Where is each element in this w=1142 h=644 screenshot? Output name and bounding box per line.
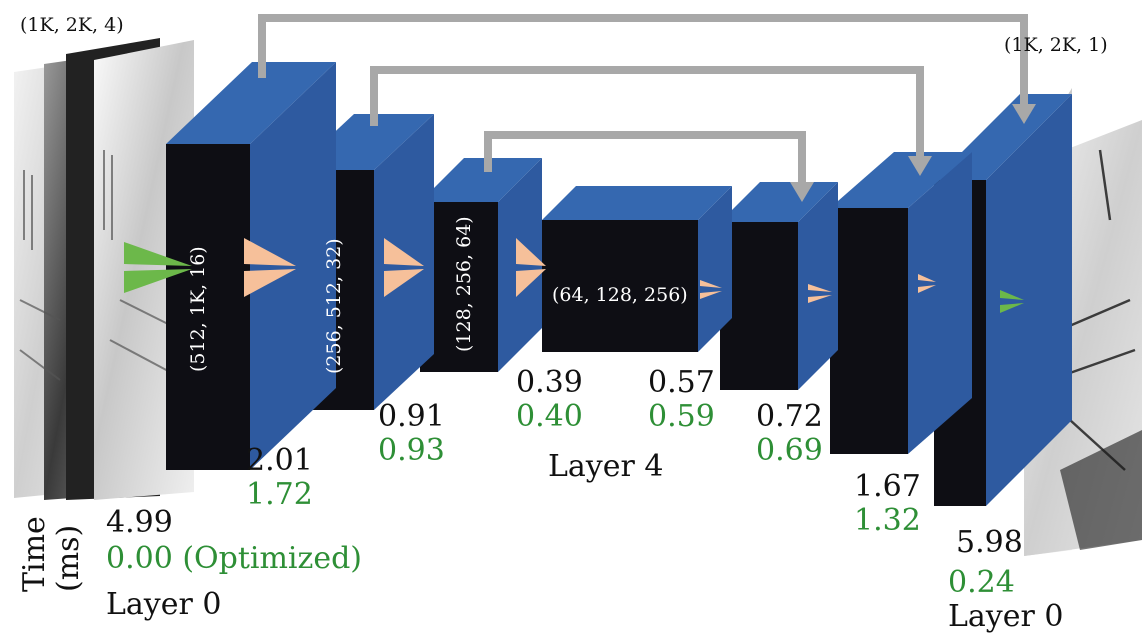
enc1-time-optimized: 1.72 [246, 477, 313, 512]
skip-arrowhead-inner [790, 182, 814, 202]
bottleneck-time-optimized: 0.59 [648, 399, 715, 434]
dec1-time-original: 0.72 [756, 399, 823, 434]
dims-enc3: (128, 256, 64) [453, 216, 475, 352]
block-encoder-1-front [166, 144, 250, 470]
pool-arrow-2 [384, 238, 424, 297]
upconv-arrow-2-lower [808, 295, 832, 303]
pool-arrow-1-upper [244, 238, 296, 266]
block-output-side [986, 94, 1072, 506]
upconv-arrow-1-lower [700, 291, 722, 299]
upconv-arrow-2 [808, 284, 832, 303]
dec2-time-optimized: 1.32 [854, 503, 921, 538]
block-decoder-2 [830, 152, 972, 454]
pool-arrow-2-lower [384, 269, 424, 297]
pool-arrow-3 [516, 238, 546, 297]
output-arrow-upper [1000, 290, 1024, 300]
output-arrow [1000, 290, 1024, 313]
pool-arrow-2-upper [384, 238, 424, 266]
input-arrow-upper [124, 242, 192, 266]
enc1-time-original: 2.01 [246, 443, 313, 478]
pool-arrow-1-lower [244, 269, 296, 297]
block-decoder-1-top [720, 182, 838, 222]
network-blocks [166, 62, 1072, 506]
time-axis-label: Time [17, 516, 52, 592]
skip-arrowhead-middle [908, 156, 932, 176]
upconv-arrow-2-upper [808, 284, 832, 292]
enc3-time-original: 0.39 [516, 365, 583, 400]
pool-arrow-1 [244, 238, 296, 297]
skip-connection-middle [370, 66, 924, 160]
block-encoder-1-side [250, 62, 336, 470]
input-arrow [124, 242, 192, 293]
block-decoder-2-side [908, 152, 972, 454]
enc3-time-optimized: 0.40 [516, 399, 583, 434]
layer-label-right: Layer 0 [948, 599, 1064, 634]
output-image-dark-region [1060, 430, 1142, 550]
layer-label-left: Layer 0 [106, 587, 222, 622]
block-decoder-1 [720, 182, 838, 390]
dec2-time-original: 1.67 [854, 469, 921, 504]
input-time-optimized: 0.00 (Optimized) [106, 541, 362, 576]
input-time-original: 4.99 [106, 505, 173, 540]
output-time-optimized: 0.24 [948, 565, 1015, 600]
skip-arrowhead-outer [1012, 104, 1036, 124]
input-arrow-lower [124, 269, 192, 293]
output-arrow-lower [1000, 303, 1024, 313]
upconv-arrow-1 [700, 280, 722, 299]
block-encoder-3-top [420, 158, 542, 202]
skip-connection-inner [484, 131, 806, 186]
dims-enc2: (256, 512, 32) [323, 238, 345, 374]
enc2-time-optimized: 0.93 [378, 433, 445, 468]
layer-label-middle: Layer 4 [548, 449, 664, 484]
upconv-arrow-1-upper [700, 280, 722, 288]
pool-arrow-3-lower [516, 269, 546, 297]
bottleneck-time-original: 0.57 [648, 365, 715, 400]
upconv-arrow-3 [918, 274, 936, 293]
block-encoder-3 [420, 158, 542, 372]
pool-arrow-3-upper [516, 238, 546, 266]
block-bottleneck [542, 186, 732, 352]
input-dims-label: (1K, 2K, 4) [20, 14, 124, 36]
dims-bottleneck: (64, 128, 256) [552, 284, 688, 306]
skip-connections [258, 14, 1036, 202]
block-encoder-1 [166, 62, 336, 470]
upconv-arrow-3-lower [918, 285, 936, 293]
time-axis-unit: (ms) [51, 524, 86, 592]
block-bottleneck-side [698, 186, 732, 352]
output-dims-label: (1K, 2K, 1) [1004, 34, 1108, 56]
skip-connection-outer [258, 14, 1028, 108]
block-decoder-2-front [830, 208, 908, 454]
dims-enc1: (512, 1K, 16) [187, 246, 209, 372]
upconv-arrow-3-upper [918, 274, 936, 282]
output-time-original: 5.98 [956, 525, 1023, 560]
block-decoder-1-side [798, 182, 838, 390]
block-encoder-3-side [498, 158, 542, 372]
dec1-time-optimized: 0.69 [756, 433, 823, 468]
layer-arrows [124, 238, 1024, 313]
block-bottleneck-front [542, 220, 698, 352]
enc2-time-original: 0.91 [378, 399, 445, 434]
block-decoder-1-front [720, 222, 798, 390]
block-encoder-1-top [166, 62, 336, 144]
block-decoder-2-top [830, 152, 972, 208]
block-bottleneck-top [542, 186, 732, 220]
